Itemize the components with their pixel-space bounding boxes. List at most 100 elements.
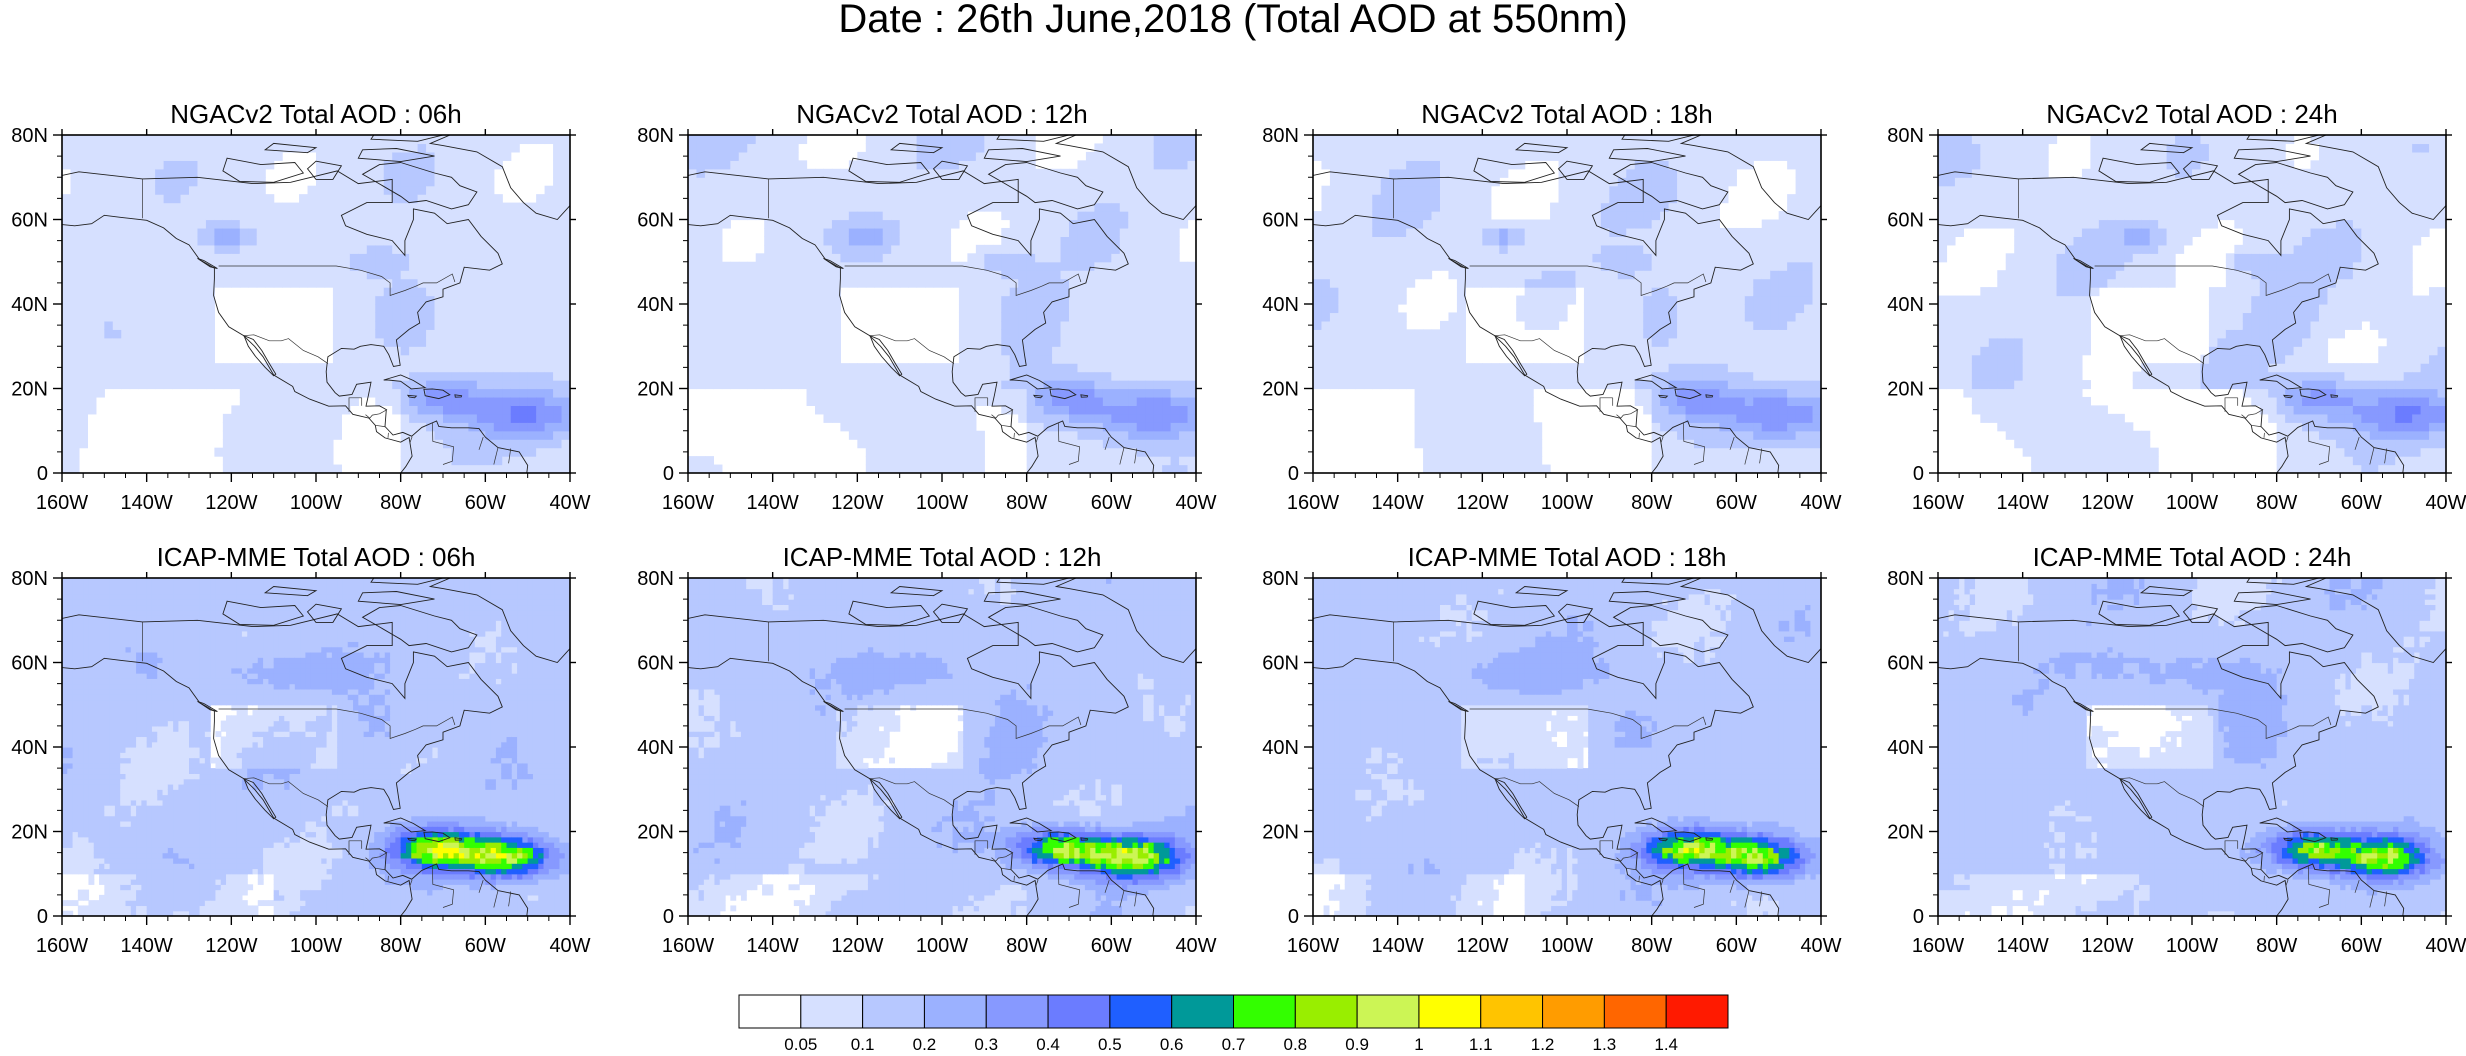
aod-field bbox=[62, 578, 570, 916]
lat-tick-label: 40N bbox=[637, 737, 674, 759]
coastline bbox=[1938, 578, 2446, 916]
lon-tick-label: 80W bbox=[2256, 935, 2297, 957]
colorbar-label: 1.4 bbox=[1654, 1035, 1678, 1054]
lon-tick-label: 60W bbox=[1091, 492, 1132, 514]
lon-tick-label: 80W bbox=[380, 935, 421, 957]
lon-tick-label: 80W bbox=[1631, 935, 1672, 957]
lon-tick-label: 140W bbox=[121, 492, 173, 514]
lon-tick-label: 60W bbox=[465, 935, 506, 957]
colorbar-label: 1 bbox=[1414, 1035, 1423, 1054]
lat-tick-label: 0 bbox=[1288, 463, 1299, 485]
lon-tick-label: 80W bbox=[1006, 492, 1047, 514]
colorbar-swatch bbox=[1233, 994, 1296, 1029]
lon-tick-label: 140W bbox=[1372, 935, 1424, 957]
lat-tick-label: 80N bbox=[11, 568, 48, 590]
colorbar-label: 1.3 bbox=[1593, 1035, 1617, 1054]
lon-tick-label: 120W bbox=[205, 492, 257, 514]
lat-tick-label: 20N bbox=[1262, 822, 1299, 844]
panel-title: ICAP-MME Total AOD : 06h bbox=[157, 542, 476, 572]
lon-tick-label: 100W bbox=[916, 935, 968, 957]
lon-tick-label: 60W bbox=[2341, 492, 2382, 514]
lon-tick-label: 40W bbox=[1800, 935, 1841, 957]
lon-tick-label: 60W bbox=[465, 492, 506, 514]
coastline bbox=[1313, 578, 1821, 916]
map-panel-ngac-18: NGACv2 Total AOD : 18h 160W 140W 120W 100W 80… bbox=[1262, 99, 1841, 514]
lon-tick-label: 100W bbox=[290, 935, 342, 957]
colorbar-label: 0.5 bbox=[1098, 1035, 1122, 1054]
lat-tick-label: 80N bbox=[1262, 568, 1299, 590]
lat-tick-label: 0 bbox=[37, 906, 48, 928]
lon-tick-label: 160W bbox=[36, 935, 88, 957]
lon-tick-label: 140W bbox=[747, 935, 799, 957]
panel-title: NGACv2 Total AOD : 18h bbox=[1421, 99, 1712, 129]
colorbar-swatch bbox=[923, 994, 987, 1029]
colorbar-swatch bbox=[1294, 994, 1358, 1029]
coastline bbox=[62, 578, 570, 916]
colorbar-label: 0.1 bbox=[851, 1035, 875, 1054]
lon-tick-label: 100W bbox=[916, 492, 968, 514]
lat-tick-label: 40N bbox=[637, 294, 674, 316]
colorbar-label: 0.8 bbox=[1283, 1035, 1307, 1054]
lat-tick-label: 60N bbox=[1887, 210, 1924, 232]
political-borders bbox=[142, 621, 512, 908]
lat-tick-label: 80N bbox=[1262, 125, 1299, 147]
political-borders bbox=[142, 178, 512, 465]
panel-title: NGACv2 Total AOD : 12h bbox=[796, 99, 1087, 129]
colorbar-swatch bbox=[1418, 994, 1482, 1029]
lon-tick-label: 60W bbox=[1091, 935, 1132, 957]
colorbar-swatch bbox=[1356, 994, 1420, 1029]
colorbar-swatch bbox=[1109, 994, 1173, 1029]
colorbar-label: 0.3 bbox=[974, 1035, 998, 1054]
lat-tick-label: 60N bbox=[637, 653, 674, 675]
colorbar-swatch bbox=[1171, 994, 1234, 1029]
coastline bbox=[688, 578, 1196, 916]
coastline bbox=[688, 135, 1196, 473]
lon-tick-label: 120W bbox=[831, 935, 883, 957]
aod-field bbox=[1938, 578, 2446, 916]
lat-tick-label: 40N bbox=[1887, 294, 1924, 316]
lat-tick-label: 80N bbox=[637, 568, 674, 590]
lat-tick-label: 60N bbox=[637, 210, 674, 232]
lon-tick-label: 80W bbox=[1006, 935, 1047, 957]
lon-tick-label: 140W bbox=[1997, 492, 2049, 514]
lat-tick-label: 60N bbox=[11, 210, 48, 232]
colorbar-label: 0.9 bbox=[1345, 1035, 1369, 1054]
lat-tick-label: 40N bbox=[11, 294, 48, 316]
lon-tick-label: 120W bbox=[1456, 935, 1508, 957]
lon-tick-label: 120W bbox=[2081, 935, 2133, 957]
lat-tick-label: 80N bbox=[1887, 125, 1924, 147]
lat-tick-label: 60N bbox=[1262, 653, 1299, 675]
lon-tick-label: 120W bbox=[831, 492, 883, 514]
lat-tick-label: 40N bbox=[11, 737, 48, 759]
lon-tick-label: 80W bbox=[1631, 492, 1672, 514]
lon-tick-label: 100W bbox=[290, 492, 342, 514]
political-borders bbox=[1393, 178, 1763, 465]
lon-tick-label: 160W bbox=[662, 492, 714, 514]
lon-tick-label: 120W bbox=[1456, 492, 1508, 514]
colorbar-label: 1.2 bbox=[1531, 1035, 1555, 1054]
aod-field bbox=[62, 135, 570, 473]
lat-tick-label: 0 bbox=[1288, 906, 1299, 928]
political-borders bbox=[2018, 621, 2388, 908]
map-panel-icap-24: ICAP-MME Total AOD : 24h 160W 140W 120W 100W… bbox=[1887, 542, 2466, 957]
colorbar-label: 0.6 bbox=[1160, 1035, 1184, 1054]
figure-title: Date : 26th June,2018 (Total AOD at 550n… bbox=[838, 0, 1627, 41]
colorbar-label: 0.2 bbox=[913, 1035, 937, 1054]
panel-title: NGACv2 Total AOD : 24h bbox=[2046, 99, 2337, 129]
colorbar-label: 0.05 bbox=[784, 1035, 817, 1054]
colorbar-swatch bbox=[862, 994, 925, 1029]
lon-tick-label: 80W bbox=[2256, 492, 2297, 514]
lon-tick-label: 40W bbox=[549, 935, 590, 957]
lon-tick-label: 40W bbox=[1800, 492, 1841, 514]
lon-tick-label: 100W bbox=[1541, 935, 1593, 957]
coastline bbox=[62, 135, 570, 473]
lon-tick-label: 140W bbox=[747, 492, 799, 514]
colorbar: 0.05 0.1 0.2 0.3 0.4 0.5 0.6 0.7 0.8 0.9 1 1.1 1.2 1.… bbox=[738, 994, 1729, 1054]
lat-tick-label: 0 bbox=[663, 463, 674, 485]
map-panel-ngac-12: NGACv2 Total AOD : 12h 160W 140W 120W 100W 80… bbox=[637, 99, 1216, 514]
lon-tick-label: 60W bbox=[1716, 492, 1757, 514]
lon-tick-label: 40W bbox=[2425, 935, 2466, 957]
lon-tick-label: 100W bbox=[2166, 935, 2218, 957]
lon-tick-label: 40W bbox=[2425, 492, 2466, 514]
aod-field bbox=[1313, 135, 1821, 473]
